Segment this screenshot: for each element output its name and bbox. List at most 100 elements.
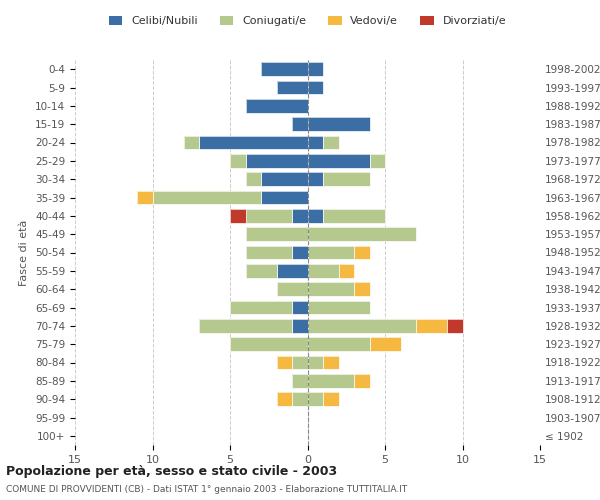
Bar <box>277 282 308 296</box>
Bar <box>308 62 323 76</box>
Bar <box>323 172 370 186</box>
Bar <box>292 300 308 314</box>
Bar <box>308 154 370 168</box>
Bar <box>308 228 416 241</box>
Bar <box>308 209 323 222</box>
Bar <box>308 80 323 94</box>
Bar <box>292 392 308 406</box>
Bar <box>292 118 308 131</box>
Bar <box>137 190 152 204</box>
Bar <box>308 356 323 370</box>
Bar <box>245 99 308 112</box>
Bar <box>323 172 370 186</box>
Bar <box>354 246 370 260</box>
Bar <box>245 154 308 168</box>
Bar <box>230 338 308 351</box>
Bar <box>308 209 323 222</box>
Bar <box>245 264 277 278</box>
Bar <box>277 392 292 406</box>
Bar <box>323 356 338 370</box>
Bar <box>230 209 245 222</box>
Bar <box>354 282 370 296</box>
Bar <box>245 154 308 168</box>
Text: Popolazione per età, sesso e stato civile - 2003: Popolazione per età, sesso e stato civil… <box>6 465 337 478</box>
Bar <box>308 80 323 94</box>
Bar <box>308 338 370 351</box>
Bar <box>308 172 323 186</box>
Bar <box>292 356 308 370</box>
Bar <box>230 338 308 351</box>
Bar <box>308 300 370 314</box>
Bar <box>308 374 354 388</box>
Bar <box>230 154 245 168</box>
Bar <box>292 209 308 222</box>
Bar <box>323 209 385 222</box>
Bar <box>308 228 416 241</box>
Bar <box>292 392 308 406</box>
Bar <box>292 374 308 388</box>
Bar <box>277 80 308 94</box>
Bar <box>308 282 354 296</box>
Bar <box>308 62 323 76</box>
Bar <box>292 374 308 388</box>
Bar <box>447 319 463 332</box>
Bar <box>245 264 277 278</box>
Bar <box>308 264 338 278</box>
Bar <box>354 246 370 260</box>
Bar <box>308 338 370 351</box>
Bar <box>338 264 354 278</box>
Bar <box>370 154 385 168</box>
Bar <box>199 136 308 149</box>
Bar <box>277 356 292 370</box>
Bar <box>323 392 338 406</box>
Bar <box>308 264 338 278</box>
Bar <box>230 300 292 314</box>
Bar <box>292 319 308 332</box>
Bar <box>308 172 323 186</box>
Bar <box>354 282 370 296</box>
Bar <box>152 190 261 204</box>
Bar <box>277 282 308 296</box>
Bar <box>370 154 385 168</box>
Bar <box>199 136 308 149</box>
Bar <box>323 356 338 370</box>
Bar <box>277 356 292 370</box>
Bar <box>308 154 370 168</box>
Bar <box>292 319 308 332</box>
Bar <box>308 319 416 332</box>
Bar <box>308 136 323 149</box>
Text: COMUNE DI PROVVIDENTI (CB) - Dati ISTAT 1° gennaio 2003 - Elaborazione TUTTITALI: COMUNE DI PROVVIDENTI (CB) - Dati ISTAT … <box>6 485 407 494</box>
Bar <box>308 374 354 388</box>
Bar <box>292 356 308 370</box>
Bar <box>277 80 308 94</box>
Bar <box>261 190 308 204</box>
Bar <box>277 264 308 278</box>
Bar <box>230 209 245 222</box>
Bar <box>261 172 308 186</box>
Bar <box>199 319 292 332</box>
Bar <box>308 246 354 260</box>
Bar <box>261 62 308 76</box>
Bar <box>370 338 401 351</box>
Bar <box>245 172 261 186</box>
Bar <box>245 172 261 186</box>
Bar <box>277 264 308 278</box>
Bar <box>416 319 447 332</box>
Bar <box>261 62 308 76</box>
Y-axis label: Fasce di età: Fasce di età <box>19 220 29 286</box>
Bar <box>184 136 199 149</box>
Bar <box>447 319 463 332</box>
Bar <box>323 209 385 222</box>
Bar <box>230 300 292 314</box>
Bar <box>308 319 416 332</box>
Bar <box>323 136 338 149</box>
Bar <box>308 282 354 296</box>
Bar <box>245 99 308 112</box>
Bar <box>184 136 199 149</box>
Bar <box>261 190 308 204</box>
Bar <box>230 154 245 168</box>
Bar <box>152 190 261 204</box>
Bar <box>245 246 292 260</box>
Bar <box>292 300 308 314</box>
Bar <box>292 246 308 260</box>
